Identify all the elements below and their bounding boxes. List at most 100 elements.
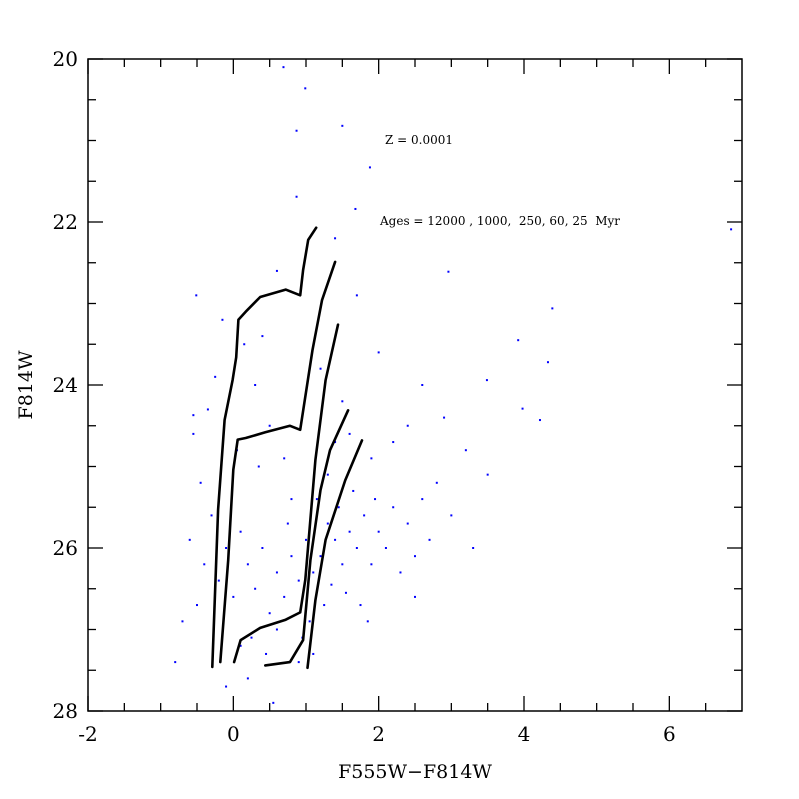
point [377,530,380,533]
y-tick-label: 24 [53,373,78,397]
point [290,555,293,558]
isochrone [219,260,337,664]
y-tick-label: 28 [53,699,78,723]
point [414,555,416,558]
point [363,514,366,517]
point [196,604,198,607]
point [268,612,271,615]
point [261,547,264,549]
point [239,644,242,647]
isochrone [264,409,350,667]
point [261,335,264,338]
point [297,661,300,664]
point [203,563,206,566]
point [472,547,475,549]
point [435,481,438,484]
point [337,506,340,509]
point [265,652,268,655]
point [305,538,307,541]
point [521,407,524,410]
plot-frame [87,58,743,712]
point [225,685,228,688]
point [181,620,184,623]
point [414,595,416,598]
point [199,481,202,484]
point [295,129,298,132]
point [275,571,278,574]
point [354,207,357,210]
point [355,547,358,549]
point [323,604,326,607]
point [210,514,213,517]
point [370,563,373,566]
point [297,579,300,582]
point [254,587,257,590]
y-tick-label: 22 [53,210,78,234]
point [174,661,177,664]
point [319,555,322,558]
point [326,473,329,476]
point [344,591,347,594]
x-tick-label: 0 [227,722,240,746]
point [341,400,344,403]
point [330,583,333,586]
point [374,498,377,501]
point [304,87,307,90]
point [326,522,329,525]
y-axis-label: F814W [15,350,37,419]
point [551,307,554,310]
point [195,294,198,297]
point [225,547,228,549]
point [334,237,337,240]
point [546,361,549,364]
point [359,604,362,607]
point [192,414,195,417]
point [312,571,315,574]
point [392,441,395,444]
point [257,465,260,468]
point [315,498,318,501]
point [239,530,242,533]
point [206,408,209,411]
point [268,424,271,427]
point [319,367,322,370]
x-tick-label: 4 [518,722,531,746]
point [421,498,424,501]
annotation: Z = 0.0001 [385,133,453,147]
point [370,457,373,460]
point [486,473,489,476]
point [282,66,285,69]
point [355,294,358,297]
isochrone [232,323,340,664]
point [348,530,351,533]
point [399,571,402,574]
point [232,595,235,598]
point [295,195,298,198]
point [352,489,355,492]
point [334,538,337,541]
point [406,424,409,427]
point [188,538,191,541]
point [283,457,286,460]
point [348,432,351,435]
point [447,270,450,273]
x-tick-label: 6 [663,722,676,746]
point [272,701,275,704]
point [341,124,344,127]
point [250,636,253,639]
point [275,269,278,272]
point [246,563,249,566]
point [517,339,520,342]
point [366,620,369,623]
y-tick-label: 20 [53,47,78,71]
point [384,547,387,549]
point [312,652,315,655]
point [406,522,409,525]
isochrone [306,439,364,670]
x-tick-label: 2 [372,722,385,746]
isochrone [211,226,318,669]
point [214,375,217,378]
point [192,432,195,435]
